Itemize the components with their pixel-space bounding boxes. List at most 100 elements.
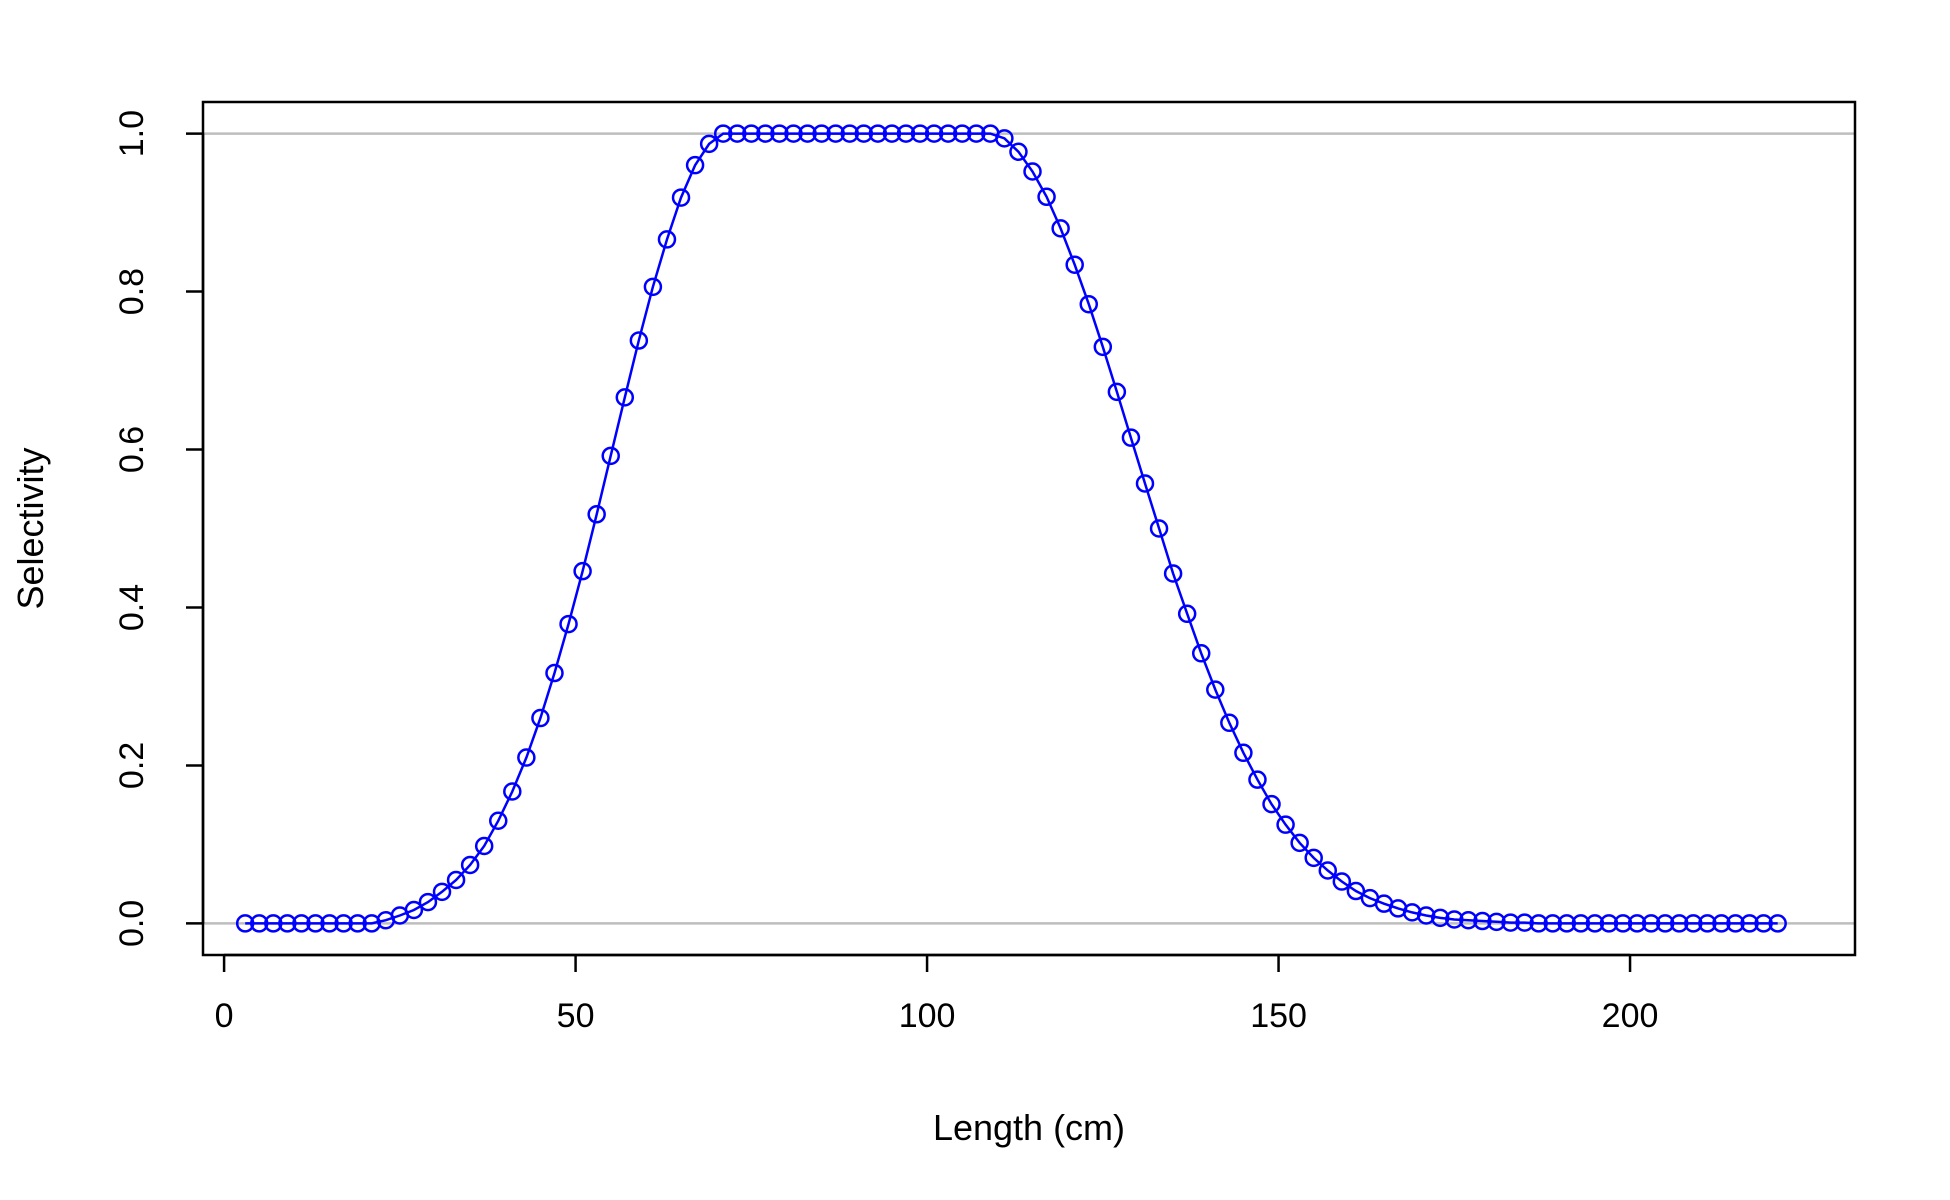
data-point [320,914,339,933]
data-point [1037,187,1056,207]
data-point [1009,142,1028,162]
data-point [1501,913,1520,932]
data-point [1220,713,1239,733]
data-point [306,914,325,933]
series-layer [235,124,1787,933]
data-point [770,124,789,143]
data-point [517,748,536,767]
data-point [1740,914,1759,933]
data-point [1206,680,1225,699]
data-point [1430,908,1450,928]
data-point [1768,914,1787,933]
data-point [910,124,930,143]
y-axis-title: Selectivity [10,447,51,609]
data-point [1079,294,1099,314]
data-point [1487,912,1506,932]
data-point [742,124,761,143]
data-point [1276,815,1295,834]
data-point [1023,162,1042,181]
data-point [264,914,283,933]
data-point [1304,848,1323,868]
series-line [245,132,1778,925]
y-tick-label: 0.8 [113,268,151,315]
y-tick-label: 0.2 [113,742,151,789]
data-point [545,663,564,683]
data-point [1290,833,1309,853]
data-point [812,124,831,143]
data-point [1346,881,1366,901]
data-point [1726,914,1745,933]
data-point [1163,564,1183,583]
data-point [699,134,719,154]
data-point [1571,914,1591,933]
data-point [671,188,691,207]
x-tick-label: 50 [557,997,595,1035]
data-point [728,124,747,143]
data-point [1585,914,1605,933]
data-point [404,900,424,920]
data-point [474,836,494,856]
x-tick-label: 100 [899,997,956,1035]
data-point [1177,604,1197,624]
data-point [1445,910,1464,929]
data-point [1051,219,1070,238]
data-point [840,124,859,143]
data-point [995,129,1014,148]
x-axis-title: Length (cm) [933,1107,1125,1148]
data-point [1065,255,1084,274]
data-point [559,614,578,634]
data-point [418,892,438,912]
data-point [503,782,522,801]
data-point [1107,382,1127,402]
data-point [334,914,353,933]
data-point [1473,911,1492,931]
data-point [432,882,452,902]
y-axis: 0.0 0.2 0.4 0.6 0.8 1.0 [113,110,205,947]
data-point [1698,914,1717,933]
y-tick-label: 0.0 [113,900,151,947]
data-point [1318,861,1338,880]
data-point [1529,914,1548,933]
data-point [292,914,311,933]
data-point [1121,428,1141,447]
data-point [460,855,480,875]
data-point [643,277,663,297]
data-point [1191,644,1211,663]
data-point [278,914,297,933]
data-point [1093,337,1113,357]
data-point [1459,910,1478,930]
data-point [967,124,986,143]
data-point [938,124,958,143]
data-point [1670,914,1689,933]
data-point [1234,743,1253,763]
data-point [1416,906,1436,925]
data-point [1712,914,1731,933]
data-point [1641,914,1661,933]
data-point [798,124,817,143]
data-point [235,914,255,933]
data-point [249,914,269,933]
data-point [713,124,733,143]
data-point [629,331,649,350]
data-point [952,124,972,143]
data-point [1557,914,1577,933]
data-point [882,124,902,143]
x-tick-label: 200 [1602,997,1659,1035]
data-point [1332,872,1352,891]
data-point [1262,794,1281,814]
x-tick-label: 0 [215,997,234,1035]
data-point [1613,914,1633,933]
data-point [615,388,635,407]
y-tick-label: 1.0 [113,110,151,157]
data-point [601,446,620,466]
data-point [854,124,874,143]
y-tick-label: 0.4 [113,584,151,631]
y-tick-label: 0.6 [113,426,151,473]
data-point [826,124,845,143]
data-point [657,230,677,249]
data-point [685,155,705,175]
x-tick-label: 150 [1250,997,1307,1035]
data-point [573,561,592,581]
